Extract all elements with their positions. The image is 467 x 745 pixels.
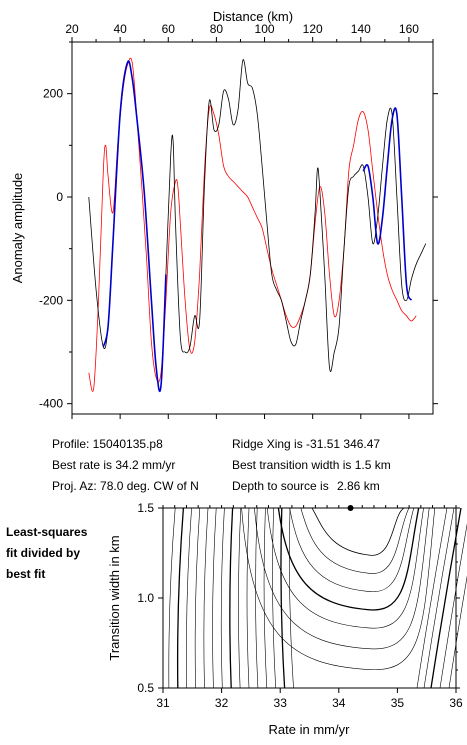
contour-x-tick-label: 36 <box>449 696 463 710</box>
contour-y-tick-label: 1.0 <box>137 591 154 605</box>
profile-x-tick-label: 100 <box>255 22 275 36</box>
profile-x-axis-title: Distance (km) <box>213 9 293 24</box>
best-rate: Best rate is 34.2 mm/yr <box>52 458 175 472</box>
profile-highlight-line <box>102 60 167 393</box>
contour-line <box>238 507 242 689</box>
info-block: Profile: 15040135.p8 Best rate is 34.2 m… <box>52 437 391 493</box>
contour-line <box>220 507 225 689</box>
depth-label: Depth to source is <box>232 479 329 493</box>
contour-line <box>300 507 410 574</box>
contour-x-axis-title: Rate in mm/yr <box>269 722 351 737</box>
contour-x-tick-label: 31 <box>156 696 170 710</box>
side-note: Least-squares fit divided by best fit <box>6 525 88 581</box>
contour-line <box>439 523 467 689</box>
contour-y-axis-title: Transition width in km <box>107 535 122 660</box>
contour-line <box>254 507 430 650</box>
profile-x-tick-label: 20 <box>65 22 79 36</box>
contour-line <box>289 507 294 689</box>
contour-plot-frame <box>162 507 457 689</box>
profile-model-line <box>88 57 417 392</box>
contour-line <box>241 507 436 671</box>
profile-x-tick-label: 120 <box>303 22 323 36</box>
misfit-contour-plot: 31 32 33 34 35 36 0.5 1.0 1.5 Rate in mm/yr Tran… <box>107 501 467 737</box>
contour-line <box>280 507 286 689</box>
contour-line <box>311 507 405 556</box>
ridge-crossing: Ridge Xing is -31.51 346.47 <box>232 437 380 451</box>
profile-y-tick-label: -400 <box>39 397 63 411</box>
contour-x-tick-label: 33 <box>274 696 288 710</box>
contour-line <box>186 507 192 689</box>
contour-x-tick-label: 34 <box>332 696 346 710</box>
profile-x-tick-label: 160 <box>399 22 419 36</box>
contour-line <box>212 507 217 689</box>
contour-y-tick-label: 1.5 <box>137 501 154 515</box>
contour-line <box>246 507 250 689</box>
contour-line <box>423 507 455 689</box>
contour-x-tick-label: 35 <box>391 696 405 710</box>
contour-line <box>277 507 420 611</box>
profile-name: Profile: 15040135.p8 <box>52 437 163 451</box>
profile-x-tick-label: 80 <box>210 22 224 36</box>
contour-line <box>272 507 276 689</box>
contour-line <box>430 507 462 689</box>
contour-lines <box>168 507 467 689</box>
profile-series-group <box>88 57 427 393</box>
contour-line <box>416 507 448 689</box>
contour-y-tick-label: 0.5 <box>137 681 154 695</box>
depth-value: 2.86 km <box>337 479 380 493</box>
side-note-line-1: Least-squares <box>6 525 88 539</box>
profile-y-tick-label: 200 <box>43 87 63 101</box>
profile-x-tick-label: 40 <box>113 22 127 36</box>
contour-line <box>203 507 209 689</box>
profile-y-tick-label: -200 <box>39 293 63 307</box>
contour-line <box>448 575 467 689</box>
contour-x-tick-label: 32 <box>215 696 229 710</box>
profile-highlight-line <box>362 107 413 301</box>
contour-line <box>194 507 201 689</box>
profile-x-tick-label: 140 <box>351 22 371 36</box>
side-note-line-3: best fit <box>6 567 45 581</box>
contour-line <box>266 507 424 629</box>
contour-line <box>176 507 185 689</box>
projection-azimuth: Proj. Az: 78.0 deg. CW of N <box>52 479 199 493</box>
contour-line <box>229 507 234 689</box>
best-transition-width: Best transition width is 1.5 km <box>232 458 391 472</box>
contour-line <box>168 507 176 689</box>
contour-line <box>263 507 268 689</box>
profile-y-tick-label: 0 <box>56 190 63 204</box>
contour-line <box>289 507 415 592</box>
profile-plot-frame <box>71 41 434 415</box>
best-fit-marker <box>347 505 354 511</box>
contour-line <box>255 507 259 689</box>
profile-y-axis-title: Anomaly amplitude <box>10 173 25 284</box>
profile-plot: 20 40 60 80 100 120 140 160 -400 -200 0 200 Distanc… <box>10 9 438 419</box>
profile-x-tick-label: 60 <box>162 22 176 36</box>
side-note-line-2: fit divided by <box>6 546 80 560</box>
